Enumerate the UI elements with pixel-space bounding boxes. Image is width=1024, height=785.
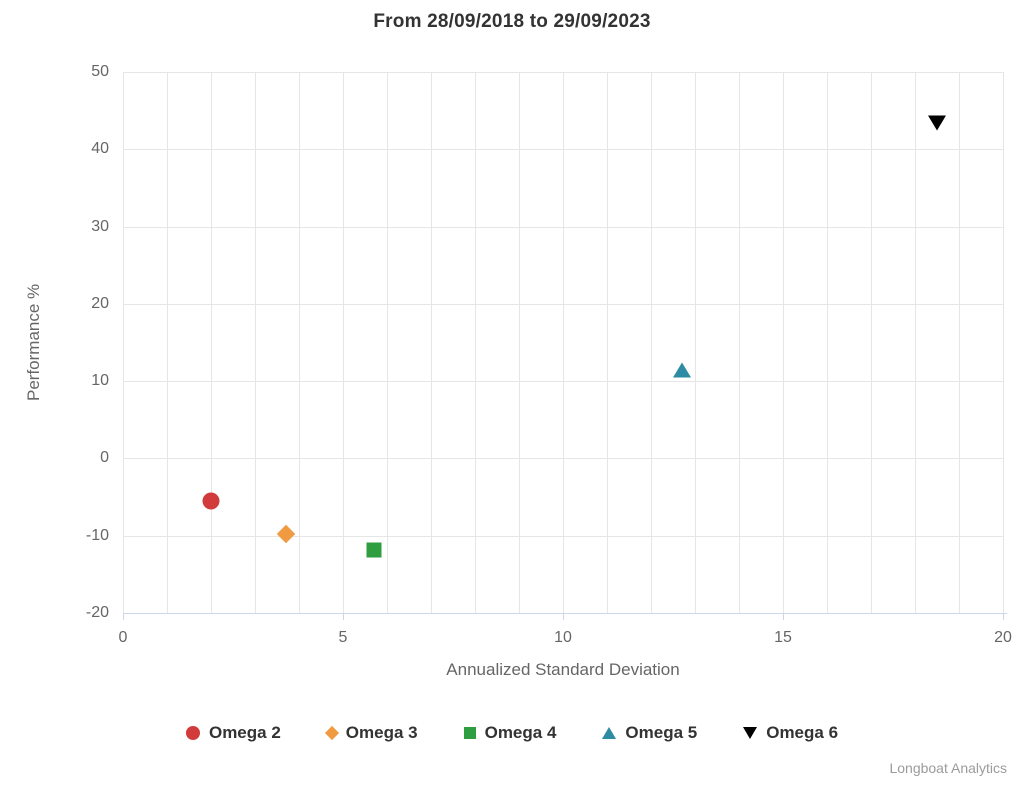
circle-marker-icon <box>185 726 200 740</box>
x-gridline <box>343 72 344 613</box>
data-point-omega-5[interactable] <box>672 362 691 378</box>
legend: Omega 2 Omega 3 Omega 4 Omega 5 Omega 6 <box>12 717 1012 749</box>
legend-label: Omega 3 <box>345 723 418 742</box>
x-gridline <box>519 72 520 613</box>
x-gridline <box>563 72 564 613</box>
x-axis-tick <box>343 614 344 620</box>
x-gridline <box>783 72 784 613</box>
x-gridline <box>387 72 388 613</box>
x-gridline <box>959 72 960 613</box>
y-tick-label: -20 <box>85 604 109 621</box>
y-gridline <box>123 149 1003 151</box>
square-marker-icon <box>366 542 382 558</box>
x-tick-label: 0 <box>118 629 128 646</box>
x-gridline <box>871 72 872 613</box>
credit-text: Longboat Analytics <box>889 760 1007 776</box>
legend-label: Omega 2 <box>208 723 281 742</box>
legend-item-omega-5[interactable]: Omega 5 <box>602 723 697 743</box>
data-point-omega-4[interactable] <box>366 542 382 558</box>
data-point-omega-3[interactable] <box>276 524 295 544</box>
y-gridline <box>123 303 1003 305</box>
triangle-down-marker-icon <box>928 115 946 131</box>
y-tick-label: 10 <box>91 372 109 390</box>
y-gridline <box>123 381 1003 383</box>
x-tick-label: 15 <box>774 629 792 646</box>
x-gridline <box>739 72 740 613</box>
legend-label: Omega 6 <box>766 723 839 742</box>
y-gridline <box>123 458 1003 460</box>
data-point-omega-6[interactable] <box>928 115 946 131</box>
y-tick-label: 20 <box>91 294 109 312</box>
x-gridline <box>431 72 432 613</box>
legend-label: Omega 5 <box>625 723 698 742</box>
triangle-down-marker-icon <box>743 727 758 739</box>
x-axis-title: Annualized Standard Deviation <box>446 660 680 679</box>
diamond-marker-icon <box>324 725 339 741</box>
x-gridline <box>695 72 696 613</box>
x-gridline <box>123 72 124 613</box>
x-gridline <box>255 72 256 613</box>
x-tick-label: 5 <box>338 629 348 646</box>
x-axis-tick <box>1003 614 1004 620</box>
y-tick-label: -10 <box>85 526 109 544</box>
x-gridline <box>211 72 212 613</box>
legend-item-omega-4[interactable]: Omega 4 <box>463 723 557 743</box>
y-gridline <box>123 72 1003 73</box>
x-gridline <box>475 72 476 613</box>
x-gridline <box>651 72 652 613</box>
data-point-omega-2[interactable] <box>202 492 220 510</box>
y-tick-label: 0 <box>100 449 109 467</box>
diamond-marker-icon <box>276 524 295 544</box>
x-axis-line <box>123 613 1007 614</box>
y-gridline <box>123 535 1003 537</box>
chart-title: From 28/09/2018 to 29/09/2023 <box>373 11 651 32</box>
x-gridline <box>167 72 168 613</box>
legend-label: Omega 4 <box>484 723 557 742</box>
legend-item-omega-6[interactable]: Omega 6 <box>743 723 838 743</box>
square-marker-icon <box>463 727 476 739</box>
triangle-marker-icon <box>602 727 617 739</box>
x-gridline <box>1003 72 1004 613</box>
x-gridline <box>299 72 300 613</box>
circle-marker-icon <box>202 492 220 510</box>
x-gridline <box>607 72 608 613</box>
x-tick-label: 20 <box>994 629 1012 646</box>
x-axis-tick <box>123 614 124 620</box>
y-axis-title: Performance % <box>24 283 43 402</box>
x-axis-tick <box>563 614 564 620</box>
y-tick-label: 50 <box>91 63 109 80</box>
legend-item-omega-2[interactable]: Omega 2 <box>185 723 281 743</box>
x-axis-tick <box>783 614 784 620</box>
x-gridline <box>827 72 828 613</box>
triangle-marker-icon <box>672 362 691 378</box>
x-gridline <box>915 72 916 613</box>
x-tick-label: 10 <box>554 629 572 646</box>
y-gridline <box>123 226 1003 228</box>
y-tick-label: 40 <box>91 140 109 158</box>
legend-item-omega-3[interactable]: Omega 3 <box>324 723 418 743</box>
y-tick-label: 30 <box>91 217 109 235</box>
